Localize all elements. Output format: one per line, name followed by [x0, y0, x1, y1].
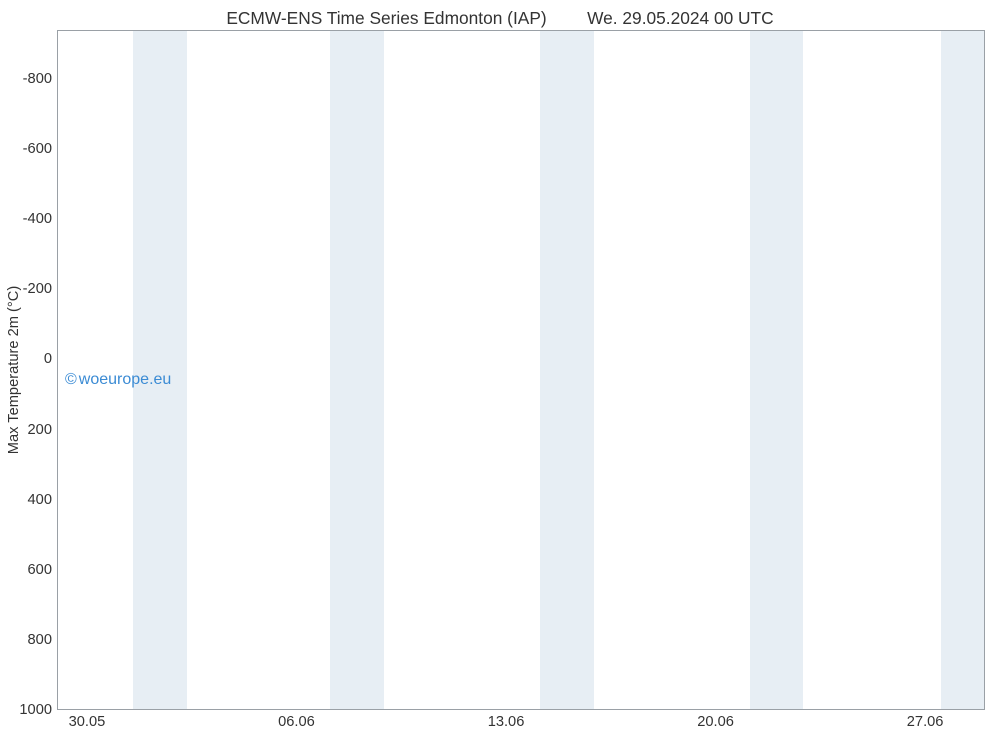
y-tick-label: 200 — [28, 422, 52, 438]
y-tick-label: -200 — [23, 281, 52, 297]
y-tick-label: -600 — [23, 141, 52, 157]
y-axis-label: Max Temperature 2m (°C) — [6, 280, 22, 460]
y-tick-label: 400 — [28, 492, 52, 508]
x-tick-label: 13.06 — [488, 714, 525, 730]
weekend-band — [540, 31, 594, 709]
y-tick-label: -800 — [23, 71, 52, 87]
watermark: ©woeurope.eu — [65, 371, 171, 389]
x-tick-label: 20.06 — [697, 714, 734, 730]
plot-area — [57, 30, 985, 710]
weekend-band — [750, 31, 804, 709]
chart-container: ECMW-ENS Time Series Edmonton (IAP) We. … — [0, 0, 1000, 733]
watermark-text: woeurope.eu — [79, 371, 172, 388]
weekend-band — [330, 31, 384, 709]
x-tick-label: 30.05 — [69, 714, 106, 730]
weekend-band — [941, 31, 985, 709]
weekend-band — [133, 31, 187, 709]
y-tick-label: 1000 — [19, 702, 52, 718]
x-tick-label: 06.06 — [278, 714, 315, 730]
copyright-icon: © — [65, 372, 77, 388]
x-tick-label: 27.06 — [907, 714, 944, 730]
title-row: ECMW-ENS Time Series Edmonton (IAP) We. … — [0, 8, 1000, 29]
title-right: We. 29.05.2024 00 UTC — [587, 8, 774, 29]
y-tick-label: 600 — [28, 562, 52, 578]
title-left: ECMW-ENS Time Series Edmonton (IAP) — [226, 8, 546, 29]
y-tick-label: 800 — [28, 632, 52, 648]
y-tick-label: 0 — [44, 351, 52, 367]
y-tick-label: -400 — [23, 211, 52, 227]
